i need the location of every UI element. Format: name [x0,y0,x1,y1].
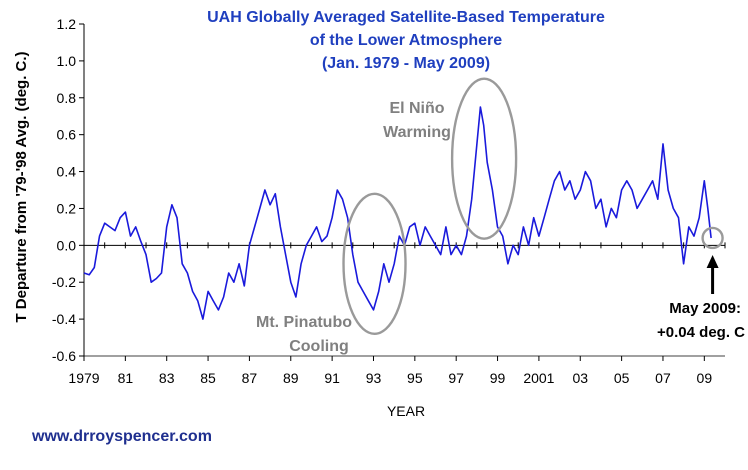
x-tick-label: 97 [448,370,464,386]
annotation-el-nino-line-1: El Niño [389,100,444,117]
y-tick-label: -0.6 [52,348,76,364]
y-tick-label: -0.4 [52,311,76,327]
annotation-pinatubo-line-2: Cooling [289,338,349,355]
y-tick-label: 0.2 [57,200,77,216]
chart-title-line-1: UAH Globally Averaged Satellite-Based Te… [207,9,605,26]
x-tick-label: 85 [200,370,216,386]
x-tick-label: 05 [614,370,630,386]
y-tick-label: 0.8 [57,90,77,106]
x-tick-label: 89 [283,370,299,386]
y-tick-label: 0.4 [57,164,77,180]
x-tick-label: 1979 [68,370,99,386]
axes-group [83,24,725,357]
y-tick-label: -0.2 [52,274,76,290]
annotation-ellipse [701,226,724,250]
x-axis-label: YEAR [387,403,425,419]
y-tick-label: 1.0 [57,53,77,69]
y-tick-label: 0.6 [57,127,77,143]
annotation-el-nino-line-2: Warming [383,124,451,141]
x-tick-label: 81 [118,370,134,386]
x-tick-label: 87 [242,370,258,386]
y-tick-label: 1.2 [57,16,77,32]
x-tick-label: 93 [366,370,382,386]
x-tick-label: 99 [490,370,506,386]
chart-title-line-2: of the Lower Atmosphere [310,32,502,49]
annotation-ellipse [450,77,518,240]
ticks-group: -0.6 -0.4 -0.2 0.0 0.2 0.4 0.6 0.8 1.0 1.2 1979 81 8… [52,16,726,386]
x-tick-label: 83 [159,370,175,386]
annotation-ellipse [342,192,407,335]
annotations-group [342,77,724,335]
series-group [83,106,712,320]
annotation-may2009-line-1: May 2009: [669,300,741,317]
annotation-pinatubo-line-1: Mt. Pinatubo [256,314,352,331]
x-tick-label: 2001 [523,370,554,386]
annotation-arrow-head [706,255,719,268]
x-tick-label: 91 [324,370,340,386]
annotation-may2009-line-2: +0.04 deg. C [657,324,745,341]
credit-text: www.drroyspencer.com [31,428,212,445]
x-tick-label: 03 [572,370,588,386]
x-tick-label: 95 [407,370,423,386]
chart-title-line-3: (Jan. 1979 - May 2009) [322,55,490,72]
y-tick-label: 0.0 [57,237,77,253]
x-tick-label: 09 [697,370,713,386]
y-axis-label: T Departure from '79-'98 Avg. (deg. C.) [13,51,30,322]
series-line [83,106,712,320]
x-tick-label: 07 [655,370,671,386]
